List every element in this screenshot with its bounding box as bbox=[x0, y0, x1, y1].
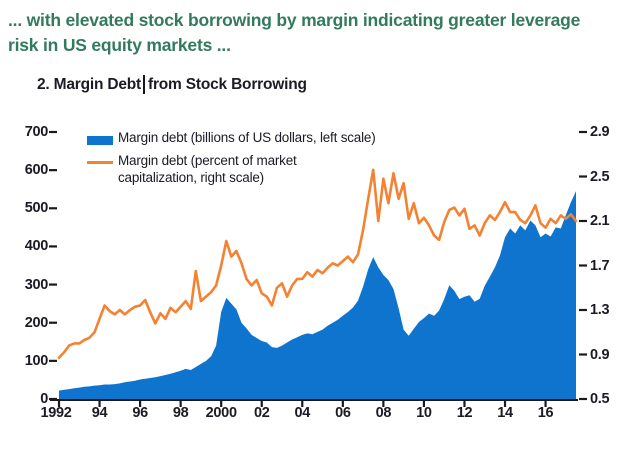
x-tick-label: 96 bbox=[132, 405, 148, 421]
y-right-tick-label: 2.5 bbox=[590, 168, 610, 185]
y-right-tick-label: 0.9 bbox=[590, 346, 610, 363]
y-left-tick-label: 300 bbox=[24, 276, 49, 293]
x-tick-label: 12 bbox=[456, 405, 473, 421]
header-lead-line2: risk in US equity markets ... bbox=[8, 35, 231, 55]
y-left-tick-label: 400 bbox=[24, 238, 49, 255]
margin-debt-area bbox=[59, 191, 576, 399]
figure-title-before-caret: 2. Margin Debt bbox=[37, 75, 141, 93]
y-left-tick-label: 500 bbox=[24, 200, 49, 217]
y-left-tick-label: 600 bbox=[24, 162, 49, 179]
x-tick-label: 16 bbox=[537, 405, 554, 421]
x-tick-label: 1992 bbox=[40, 405, 72, 421]
y-left-tick-label: 700 bbox=[24, 124, 49, 140]
y-left-tick-label: 0 bbox=[40, 391, 48, 407]
x-tick-label: 2000 bbox=[205, 405, 237, 421]
x-tick-label: 94 bbox=[91, 405, 108, 421]
x-tick-label: 10 bbox=[416, 405, 432, 421]
y-right-tick-label: 2.9 bbox=[590, 124, 610, 140]
header-lead-line1: ... with elevated stock borrowing by mar… bbox=[8, 10, 581, 30]
y-left-tick-label: 100 bbox=[24, 352, 49, 369]
legend-label-margin-debt-dollars: Margin debt (billions of US dollars, lef… bbox=[118, 130, 376, 145]
legend-line-swatch bbox=[87, 161, 113, 164]
x-tick-label: 08 bbox=[375, 405, 392, 421]
legend-label-margin-debt-percent: Margin debt (percent of market capitaliz… bbox=[118, 153, 297, 185]
y-left-tick-label: 200 bbox=[24, 314, 49, 331]
x-tick-label: 06 bbox=[335, 405, 351, 421]
pct-market-cap-line bbox=[57, 168, 578, 360]
y-right-tick-label: 1.7 bbox=[590, 257, 610, 274]
figure-title[interactable]: 2. Margin Debt from Stock Borrowing bbox=[37, 75, 307, 94]
x-tick-label: 98 bbox=[172, 405, 189, 421]
x-tick-label: 04 bbox=[294, 405, 311, 421]
y-right-tick-label: 2.1 bbox=[590, 213, 610, 229]
x-tick-label: 14 bbox=[497, 405, 513, 421]
y-right-tick-label: 0.5 bbox=[590, 391, 610, 407]
y-right-tick-label: 1.3 bbox=[590, 302, 610, 318]
header-lead-text: ... with elevated stock borrowing by mar… bbox=[8, 8, 628, 58]
legend-area-swatch bbox=[87, 136, 113, 145]
text-cursor bbox=[143, 75, 145, 94]
figure-title-after-caret: from Stock Borrowing bbox=[148, 75, 307, 93]
x-tick-label: 02 bbox=[253, 405, 270, 421]
